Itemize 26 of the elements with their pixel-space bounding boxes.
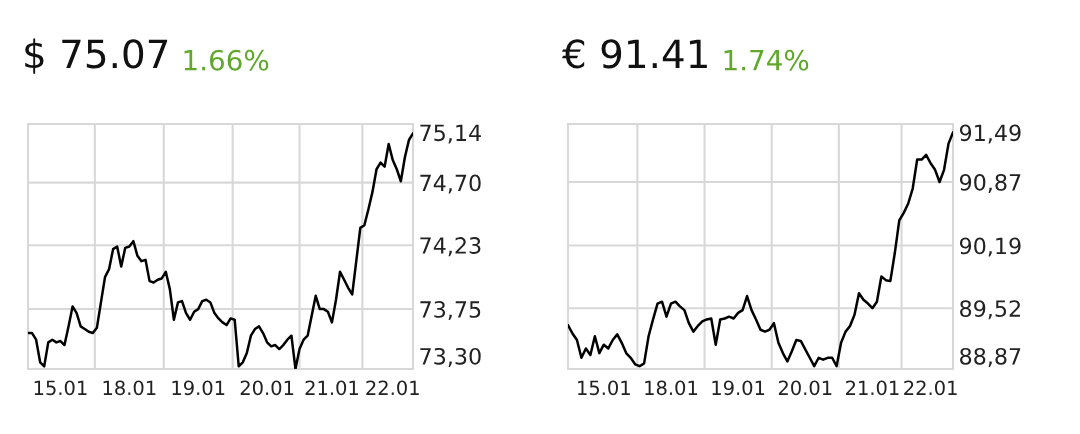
x-tick-label: 19.01: [712, 380, 765, 396]
x-tick-label: 20.01: [778, 380, 832, 396]
y-tick-label: 90,87: [959, 173, 1021, 193]
chart-title: $ 75.07: [25, 38, 168, 74]
chart-title: € 91.41: [562, 39, 707, 69]
x-tick-label: 15.01: [34, 380, 87, 396]
chart-subtitle: 1.74%: [724, 49, 809, 71]
y-tick-label: 90,19: [959, 237, 1021, 257]
chart-subtitle: 1.66%: [184, 49, 269, 71]
x-tick-label: 20.01: [240, 380, 294, 396]
x-tick-label: 19.01: [172, 380, 225, 396]
x-tick-label: 21.01: [846, 380, 899, 396]
y-tick-label: 73,75: [420, 301, 481, 321]
y-tick-label: 91,49: [959, 124, 1021, 144]
x-tick-label: 18.01: [645, 380, 697, 396]
x-tick-label: 22.01: [904, 380, 957, 396]
x-tick-label: 22.01: [366, 380, 419, 396]
x-tick-label: 18.01: [103, 380, 156, 396]
y-tick-label: 74,23: [420, 237, 481, 257]
y-tick-label: 73,30: [420, 347, 481, 367]
x-tick-label: 15.01: [578, 380, 630, 396]
x-tick-label: 21.01: [305, 380, 358, 396]
y-tick-label: 74,70: [420, 174, 481, 194]
y-tick-label: 88,87: [960, 347, 1021, 367]
y-tick-label: 75,14: [420, 124, 481, 144]
y-tick-label: 89,52: [960, 300, 1020, 320]
